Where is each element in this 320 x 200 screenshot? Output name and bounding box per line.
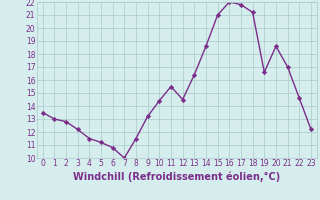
X-axis label: Windchill (Refroidissement éolien,°C): Windchill (Refroidissement éolien,°C)	[73, 171, 280, 182]
